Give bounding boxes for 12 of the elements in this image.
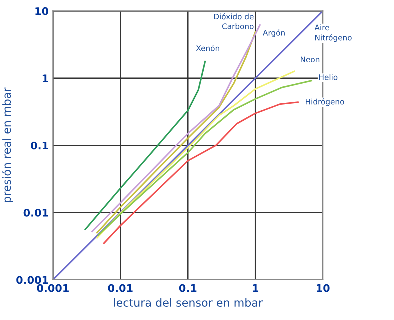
y-tick-label: 0.01 xyxy=(24,209,48,217)
x-tick-label: 1 xyxy=(253,284,259,292)
x-tick-label: 0.001 xyxy=(37,284,69,292)
y-axis-title: presión real en mbar xyxy=(2,88,14,202)
x-axis-title: lectura del sensor en mbar xyxy=(114,298,264,308)
y-tick-label: 0.1 xyxy=(31,142,48,150)
y-tick-label: 0.001 xyxy=(16,276,48,284)
x-tick-label: 10 xyxy=(317,284,330,292)
x-tick-label: 0.01 xyxy=(108,284,133,292)
y-tick-label: 10 xyxy=(36,7,49,16)
y-tick-label: 1 xyxy=(42,74,48,82)
x-tick-label: 0.1 xyxy=(179,284,197,292)
